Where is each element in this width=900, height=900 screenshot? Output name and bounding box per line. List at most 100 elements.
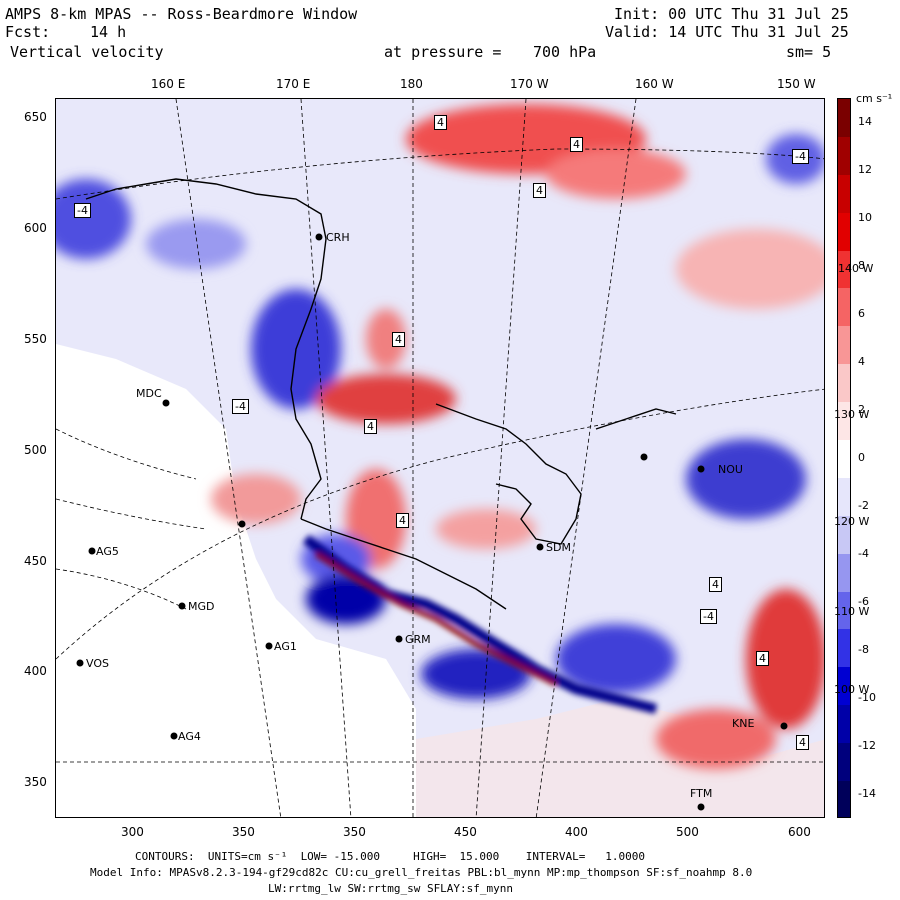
bottom-axis-tick: 600 xyxy=(788,825,811,839)
colorbar-tick-label: 4 xyxy=(858,355,865,368)
field-name: Vertical velocity xyxy=(10,43,164,61)
top-axis-tick: 160 E xyxy=(151,77,186,91)
valid-time: Valid: 14 UTC Thu 31 Jul 25 xyxy=(605,23,849,41)
red-blob xyxy=(366,309,406,369)
model-info: Model Info: MPASv8.2.3-194-gf29cd82c CU:… xyxy=(90,866,753,879)
colorbar-segment xyxy=(838,250,850,289)
contour-label: 4 xyxy=(396,513,409,528)
top-axis-tick: 150 W xyxy=(777,77,816,91)
station-label: AG1 xyxy=(274,640,297,653)
coastline xyxy=(85,178,677,610)
lower-field xyxy=(416,699,824,817)
colorbar-segment xyxy=(838,99,850,137)
contour-label: 4 xyxy=(533,183,546,198)
station-label: VOS xyxy=(86,657,109,670)
map-canvas xyxy=(56,99,824,817)
shading-blobs xyxy=(56,104,824,769)
colorbar-segment xyxy=(838,288,850,327)
colorbar-segment xyxy=(838,591,850,630)
colorbar-segment xyxy=(838,629,850,668)
colorbar-tick-label: -2 xyxy=(858,499,869,512)
blue-blob xyxy=(686,439,806,519)
colorbar-segment xyxy=(838,174,850,213)
station-label: FTM xyxy=(690,787,713,800)
colorbar-segment xyxy=(838,136,850,175)
red-blob xyxy=(656,709,776,769)
colorbar-segment xyxy=(838,515,850,554)
left-axis-tick: 400 xyxy=(24,664,47,678)
colorbar-tick-label: -6 xyxy=(858,595,869,608)
map-title: AMPS 8-km MPAS -- Ross-Beardmore Window xyxy=(5,5,358,23)
station-label: CRH xyxy=(326,231,350,244)
red-blob xyxy=(546,149,686,199)
colorbar-unit: cm s⁻¹ xyxy=(856,92,893,105)
colorbar-tick-label: -12 xyxy=(858,739,876,752)
forecast-label: Fcst: xyxy=(5,23,51,41)
red-blob xyxy=(676,229,824,309)
smoothing-label: sm= 5 xyxy=(786,43,832,61)
colorbar-segment xyxy=(838,440,850,478)
colorbar-tick-label: -8 xyxy=(858,643,869,656)
overlay-lon-label: 100 W xyxy=(834,683,870,696)
top-axis-tick: 170 W xyxy=(510,77,549,91)
contour-label: -4 xyxy=(700,609,717,624)
contour-label: 4 xyxy=(756,651,769,666)
contour-label: -4 xyxy=(74,203,91,218)
colorbar-segment xyxy=(838,667,850,706)
colorbar-tick-label: 10 xyxy=(858,211,872,224)
bottom-axis-tick: 400 xyxy=(565,825,588,839)
bottom-axis-tick: 350 xyxy=(232,825,255,839)
colorbar-segment xyxy=(838,402,850,441)
contour-label: -4 xyxy=(792,149,809,164)
station-label: AG5 xyxy=(96,545,119,558)
pressure-value: 700 hPa xyxy=(533,43,597,61)
left-axis-tick: 650 xyxy=(24,110,47,124)
station-label: SDM xyxy=(546,541,571,554)
contour-info: CONTOURS: UNITS=cm s⁻¹ LOW= -15.000 HIGH… xyxy=(135,850,645,863)
colorbar-segment xyxy=(838,781,850,817)
colorbar-tick-label: 12 xyxy=(858,163,872,176)
colorbar-segment xyxy=(838,553,850,592)
left-axis-tick: 600 xyxy=(24,221,47,235)
coastal-red-band xyxy=(314,551,558,687)
red-blob xyxy=(316,374,456,424)
contour-label: 4 xyxy=(570,137,583,152)
station-label: MDC xyxy=(136,387,162,400)
red-blob xyxy=(746,589,824,729)
overlay-lon-label: 120 W xyxy=(834,515,870,528)
top-axis-tick: 160 W xyxy=(635,77,674,91)
vertical-velocity-map: MDC AG5 MGD VOS AG1 AG4 CRH GRM SDM NOU … xyxy=(55,98,825,818)
station-label: MGD xyxy=(188,600,215,613)
red-blob xyxy=(436,509,536,549)
colorbar-tick-label: 2 xyxy=(858,403,865,416)
contour-label: 4 xyxy=(364,419,377,434)
bottom-axis-tick: 300 xyxy=(121,825,144,839)
left-axis-tick: 550 xyxy=(24,332,47,346)
contour-label: 4 xyxy=(434,115,447,130)
blue-blob xyxy=(421,649,531,699)
contour-label: -4 xyxy=(232,399,249,414)
colorbar-segment xyxy=(838,326,850,365)
colorbar-tick-label: 8 xyxy=(858,259,865,272)
left-axis-tick: 500 xyxy=(24,443,47,457)
top-axis-tick: 170 E xyxy=(276,77,311,91)
top-axis-tick: 180 xyxy=(400,77,423,91)
colorbar-segment xyxy=(838,212,850,251)
colorbar-tick-label: -14 xyxy=(858,787,876,800)
colorbar-segment xyxy=(838,705,850,744)
contour-label: 4 xyxy=(709,577,722,592)
station-label: KNE xyxy=(732,717,755,730)
contour-label: 4 xyxy=(796,735,809,750)
station-label: NOU xyxy=(718,463,743,476)
colorbar-tick-label: -10 xyxy=(858,691,876,704)
bottom-axis-tick: 500 xyxy=(676,825,699,839)
left-axis-tick: 350 xyxy=(24,775,47,789)
colorbar-tick-label: 0 xyxy=(858,451,865,464)
colorbar-tick-label: -4 xyxy=(858,547,869,560)
colorbar-segment xyxy=(838,477,850,516)
colorbar xyxy=(837,98,851,818)
blue-blob xyxy=(146,219,246,269)
forecast-value: 14 h xyxy=(90,23,127,41)
coastal-blue-band xyxy=(303,535,658,714)
colorbar-tick-label: 6 xyxy=(858,307,865,320)
